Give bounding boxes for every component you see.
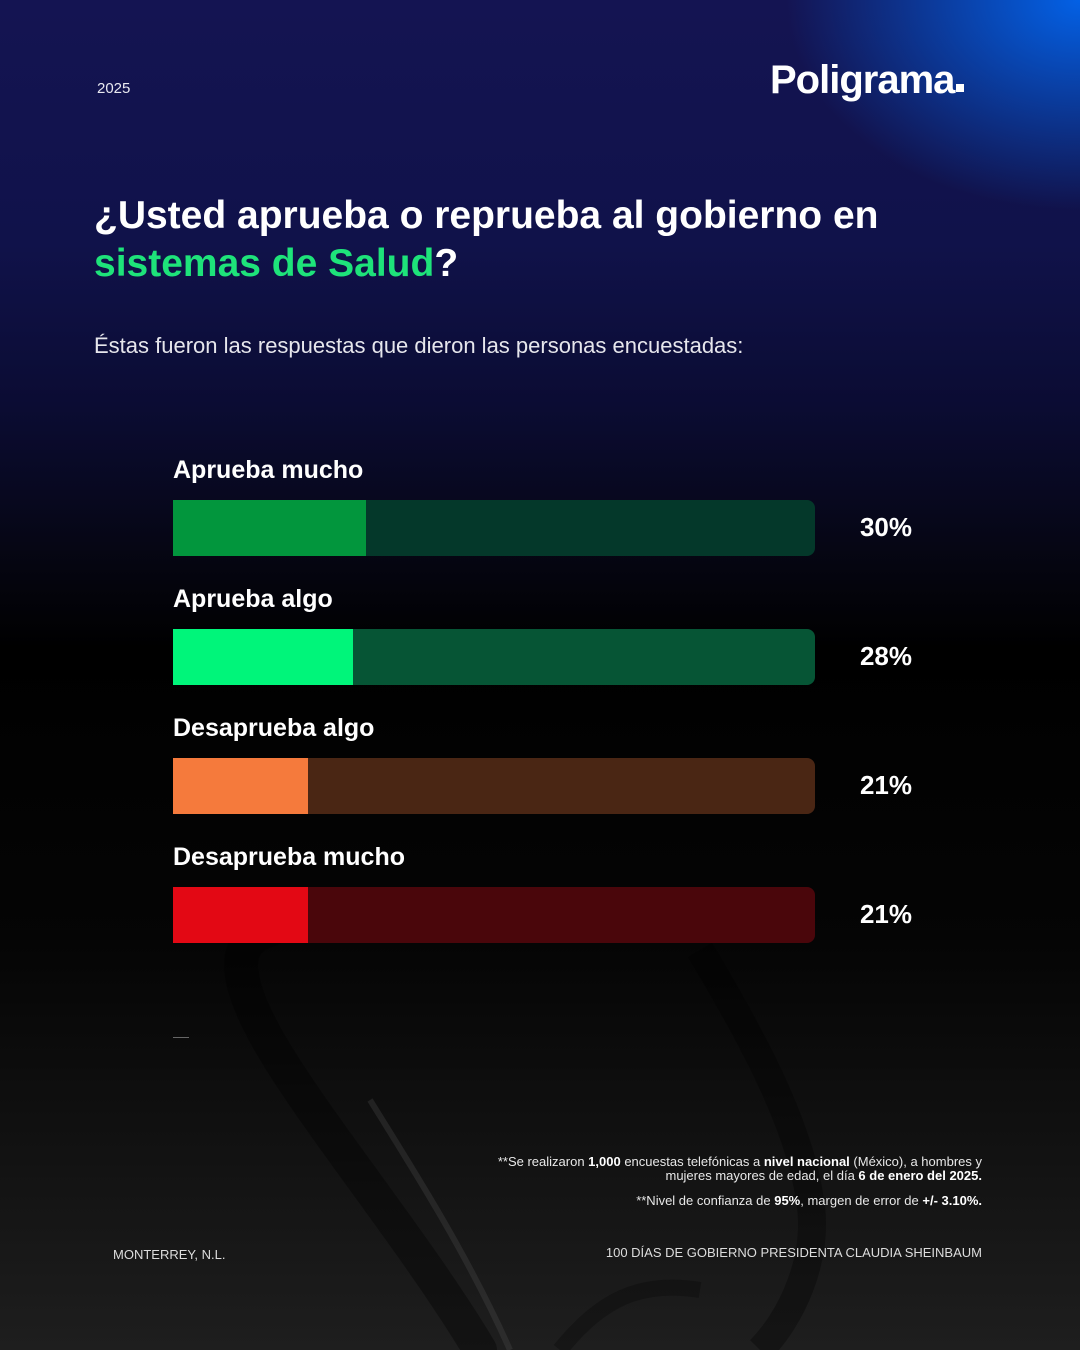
brand-name: Poligrama (770, 58, 955, 102)
bar-track (173, 758, 815, 814)
note-bold: nivel nacional (763, 1154, 850, 1169)
note-text: encuestas telefónicas a (620, 1154, 764, 1169)
bar-fill (173, 887, 308, 943)
bar-fill (173, 500, 366, 556)
note-text: mujeres mayores de edad, el día (665, 1168, 859, 1183)
footer-campaign: 100 DÍAS DE GOBIERNO PRESIDENTA CLAUDIA … (605, 1245, 982, 1260)
logo-dot-icon (956, 84, 965, 92)
bar-value-label: 28% (859, 641, 912, 671)
question-title: ¿Usted aprueba o reprueba al gobierno en… (94, 192, 994, 288)
confidence-note: **Nivel de confianza de 95%, margen de e… (636, 1194, 982, 1208)
note-text: **Se realizaron (497, 1154, 589, 1169)
footer-location: MONTERREY, N.L. (113, 1247, 226, 1262)
bar-fill (173, 758, 308, 814)
question-text: ¿Usted aprueba o reprueba al gobierno en (94, 194, 879, 237)
note-text: **Nivel de confianza de (636, 1193, 775, 1208)
bar-value-label: 21% (859, 770, 912, 800)
year-label: 2025 (97, 80, 131, 97)
question-highlight: sistemas de Salud (94, 242, 435, 285)
bar-track (173, 887, 815, 943)
note-bold: 95% (774, 1193, 801, 1208)
question-end: ? (434, 242, 459, 285)
survey-note: **Se realizaron 1,000 encuestas telefóni… (498, 1155, 982, 1183)
bar-row: Desaprueba mucho 21% (173, 843, 933, 953)
note-text: (México), a hombres y (849, 1154, 982, 1169)
note-text: , margen de error de (800, 1193, 923, 1208)
bar-row: Aprueba mucho 30% (173, 456, 933, 566)
bar-fill (173, 629, 353, 685)
bar-row: Desaprueba algo 21% (173, 714, 933, 824)
bar-row: Aprueba algo 28% (173, 585, 933, 695)
bar-track (173, 629, 815, 685)
note-bold: 6 de enero del 2025. (858, 1168, 982, 1183)
divider (173, 1037, 189, 1038)
note-bold: 1,000 (588, 1154, 621, 1169)
bar-value-label: 21% (859, 899, 912, 929)
bar-value-label: 30% (859, 512, 912, 542)
bar-track (173, 500, 815, 556)
bar-label: Desaprueba mucho (173, 843, 406, 871)
subtitle: Éstas fueron las respuestas que dieron l… (94, 333, 744, 358)
bar-label: Aprueba algo (173, 585, 333, 613)
bar-label: Desaprueba algo (173, 714, 375, 742)
brand-logo: Poligrama (770, 58, 965, 103)
note-bold: +/- 3.10%. (922, 1193, 982, 1208)
bar-label: Aprueba mucho (173, 456, 364, 484)
